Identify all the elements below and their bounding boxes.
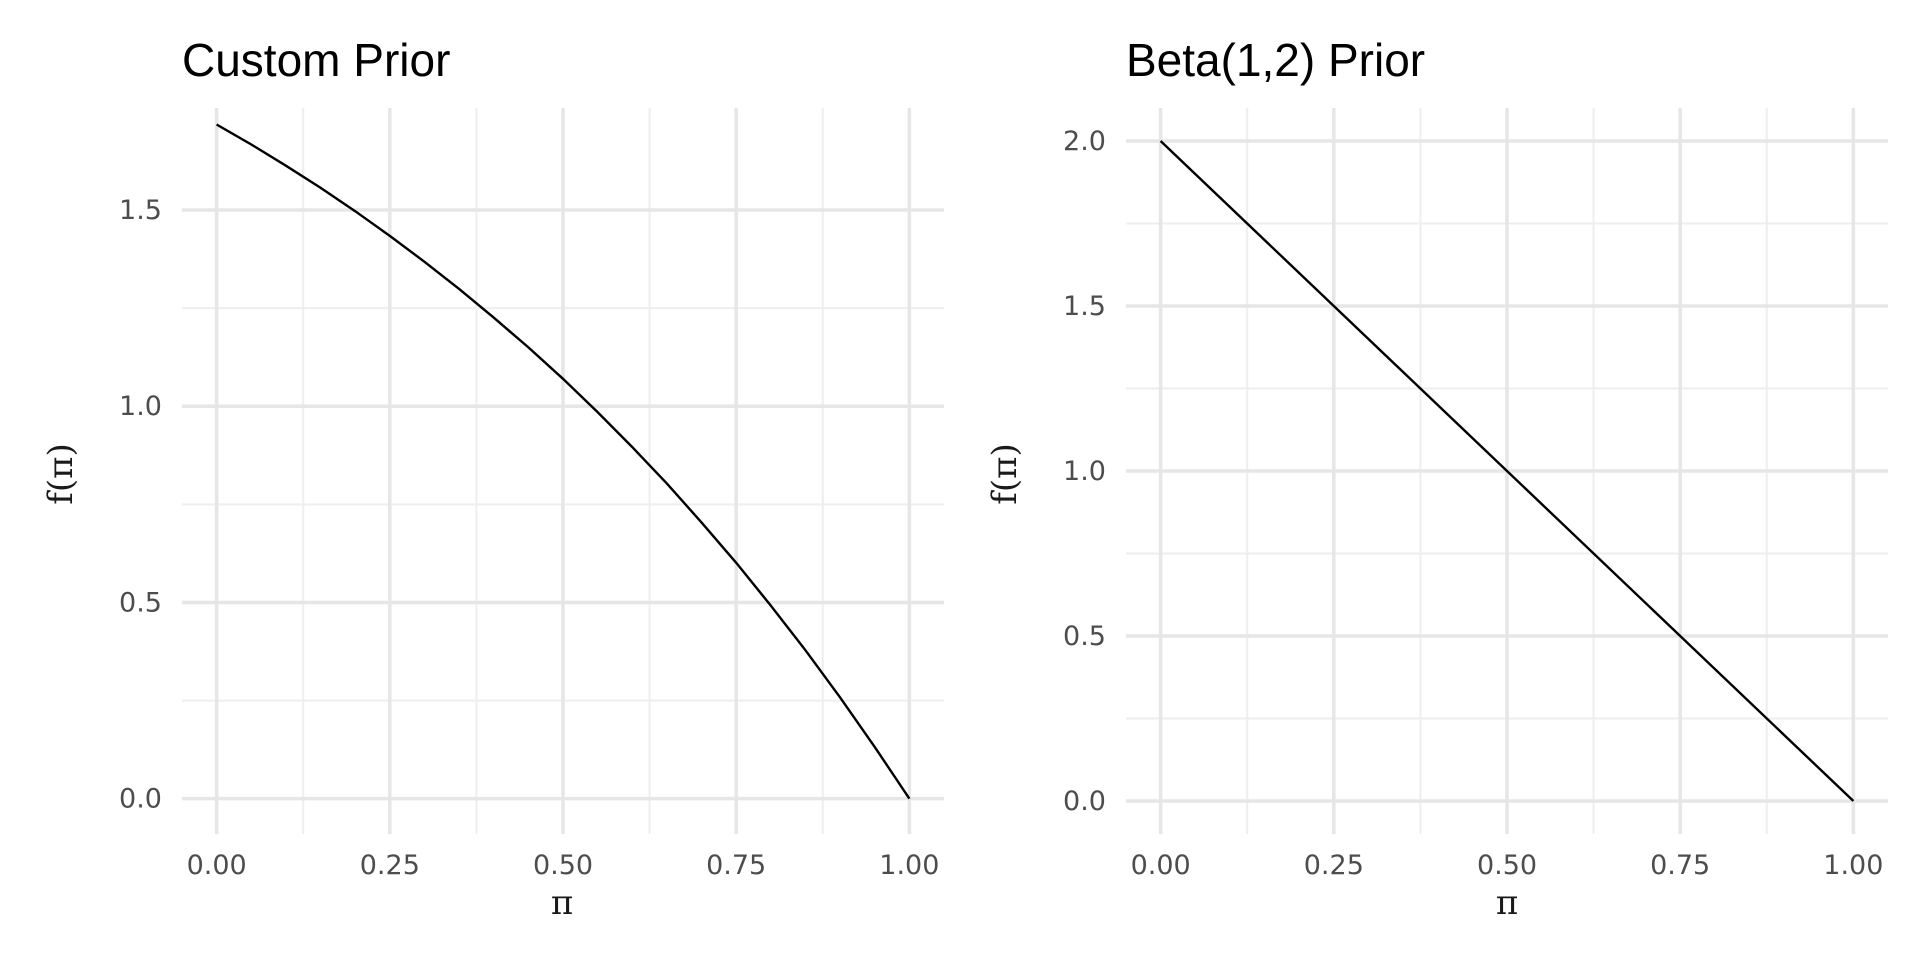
panel-custom-prior: Custom Prior f(π) π 0.00 0.25 0.50 0.75 1.00… [41,34,944,923]
y-tick-label: 0.0 [1063,786,1106,817]
x-tick-label: 0.25 [360,850,420,881]
series-line [216,123,911,800]
y-tick-label: 1.0 [119,391,162,422]
panel-title: Custom Prior [182,34,450,86]
x-tick-label: 1.00 [879,850,939,881]
x-tick-label: 0.25 [1304,850,1364,881]
grid [1126,108,1888,834]
x-tick-label: 0.50 [1477,850,1537,881]
panel-title: Beta(1,2) Prior [1126,34,1425,86]
y-axis-label: f(π) [41,443,81,504]
x-axis-label: π [551,883,573,923]
series-line [1159,140,1855,802]
y-tick-label: 1.0 [1063,456,1106,487]
x-tick-label: 0.50 [533,850,593,881]
y-tick-label: 0.0 [119,784,162,815]
y-axis-label: f(π) [985,443,1025,504]
grid [182,108,944,834]
x-axis-label: π [1496,883,1518,923]
x-tick-label: 0.00 [187,850,247,881]
y-tick-label: 0.5 [119,587,162,618]
y-tick-label: 1.5 [1063,291,1106,322]
y-tick-label: 2.0 [1063,126,1106,157]
x-tick-label: 0.75 [706,850,766,881]
y-tick-label: 1.5 [119,195,162,226]
x-tick-label: 0.00 [1131,850,1191,881]
y-tick-label: 0.5 [1063,621,1106,652]
x-tick-label: 1.00 [1823,850,1883,881]
panel-beta-prior: Beta(1,2) Prior f(π) π 0.00 0.25 0.50 0.75 1… [985,34,1888,923]
x-tick-label: 0.75 [1650,850,1710,881]
